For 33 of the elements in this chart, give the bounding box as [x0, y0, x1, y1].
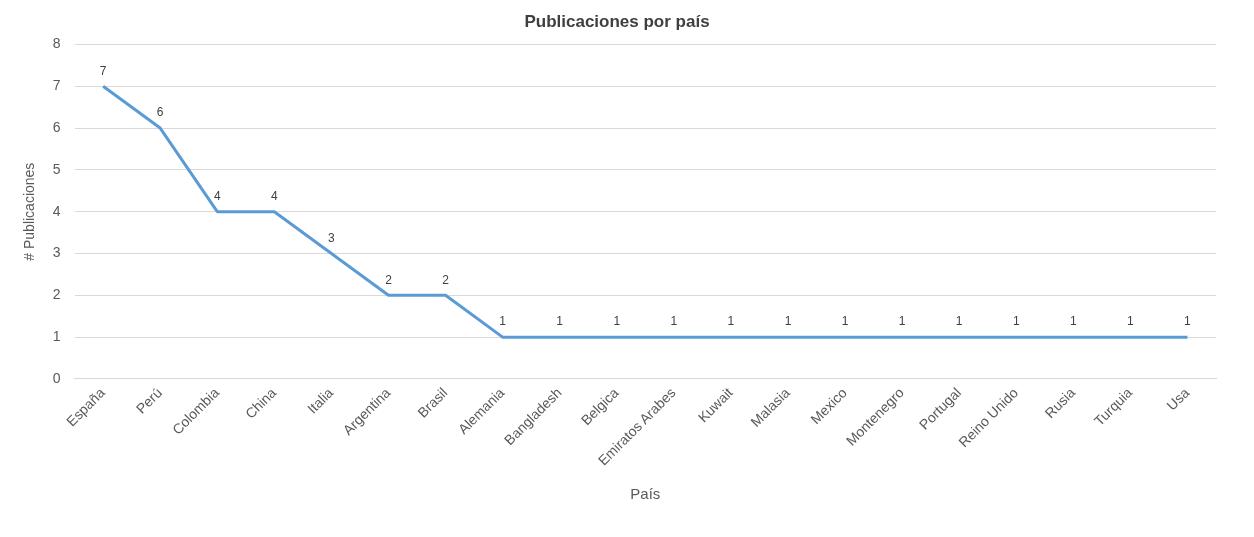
- data-label: 4: [213, 188, 221, 203]
- y-tick-label: 7: [52, 77, 61, 94]
- y-tick-label: 2: [52, 286, 61, 303]
- data-label: 1: [670, 314, 678, 329]
- data-label: 1: [613, 314, 621, 329]
- data-label: 1: [1069, 314, 1077, 329]
- y-tick-label: 5: [52, 160, 61, 177]
- data-label: 2: [442, 272, 450, 287]
- data-label: 1: [727, 314, 735, 329]
- data-label: 7: [99, 63, 107, 78]
- data-label: 4: [270, 188, 278, 203]
- y-tick-label: 1: [52, 327, 61, 344]
- y-tick-label: 4: [52, 202, 61, 219]
- data-label: 1: [499, 314, 507, 329]
- data-label: 1: [1127, 314, 1135, 329]
- data-label: 1: [1012, 314, 1020, 329]
- chart-title: Publicaciones por país: [524, 11, 710, 31]
- y-tick-label: 0: [52, 369, 61, 386]
- data-label: 2: [385, 272, 393, 287]
- data-label: 1: [841, 314, 849, 329]
- y-tick-label: 6: [52, 118, 61, 135]
- data-label: 6: [156, 105, 164, 120]
- data-label: 3: [328, 230, 336, 245]
- y-axis-title: # Publicaciones: [21, 162, 38, 261]
- x-axis-title: País: [630, 485, 661, 503]
- y-tick-label: 3: [52, 244, 61, 261]
- y-tick-label: 8: [52, 35, 61, 52]
- x-tick-label: Usa: [1163, 384, 1193, 414]
- data-label: 1: [1184, 314, 1192, 329]
- data-label: 1: [556, 314, 564, 329]
- data-label: 1: [784, 314, 792, 329]
- data-label: 1: [955, 314, 963, 329]
- data-label: 1: [898, 314, 906, 329]
